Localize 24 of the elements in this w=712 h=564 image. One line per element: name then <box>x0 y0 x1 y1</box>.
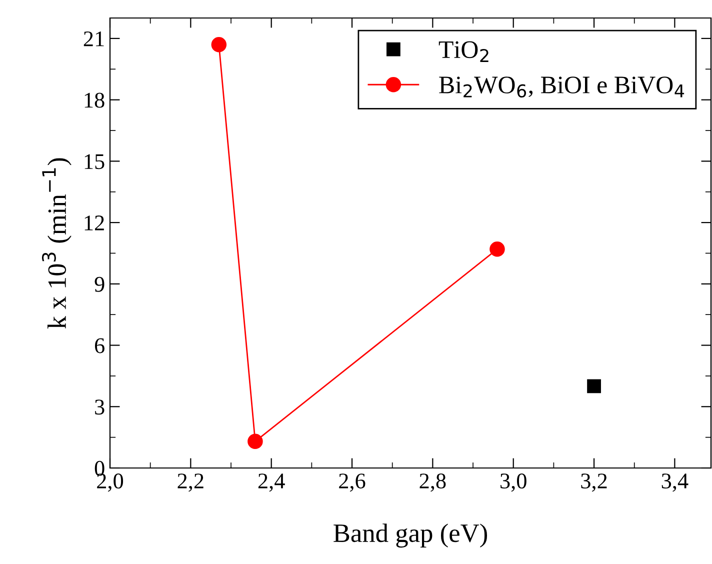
point <box>211 36 227 52</box>
y-tick-label: 15 <box>84 154 104 170</box>
x-tick-label: 2,6 <box>339 474 366 492</box>
y-tick-label: 0 <box>94 460 104 476</box>
x-tick-label: 2,2 <box>178 474 204 492</box>
x-tick-label: 2,0 <box>97 474 124 492</box>
x-tick-label: 3,4 <box>662 474 688 492</box>
legend-label: TiO$_{2}$ <box>438 41 488 62</box>
y-tick-label: 18 <box>84 92 104 108</box>
y-tick-label: 21 <box>84 31 104 46</box>
y-tick-label: 9 <box>94 276 104 292</box>
x-axis-title: Band gap (eV) <box>334 524 488 548</box>
y-axis-title: k x 10$^{3}$ (min$^{−1}$) <box>42 158 72 329</box>
x-tick-label: 2,4 <box>258 474 285 492</box>
point <box>490 241 505 257</box>
x-tick-label: 3,2 <box>581 474 607 492</box>
point <box>587 379 601 394</box>
x-tick-label: 2,8 <box>420 474 446 492</box>
y-tick-label: 6 <box>94 338 104 354</box>
y-tick-label: 3 <box>95 400 104 415</box>
y-tick-label: 12 <box>84 216 104 230</box>
x-tick-label: 3,0 <box>500 474 526 492</box>
legend-label: Bi$_{2}$WO$_{6}$, BiOI e BiVO$_{4}$ <box>439 76 684 98</box>
point <box>248 434 263 450</box>
